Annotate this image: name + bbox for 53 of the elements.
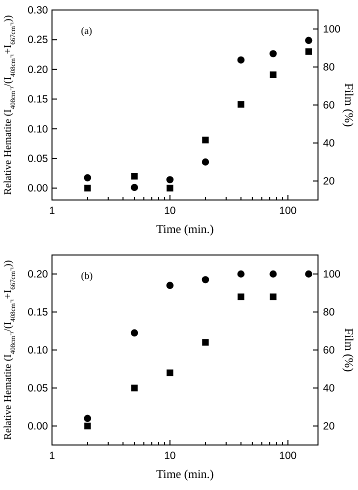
point — [166, 370, 174, 376]
y-tick-label: 0.00 — [28, 182, 48, 195]
y2-tick-label: 100 — [323, 268, 341, 280]
x-tick-label: 10 — [164, 205, 176, 217]
x-axis-title: Time (min.) — [156, 222, 214, 236]
point — [305, 48, 312, 55]
point — [305, 36, 312, 44]
y2-tick-label: 40 — [323, 138, 335, 150]
y-tick-label: 0.30 — [28, 4, 48, 16]
y-tick-label: 0.00 — [28, 420, 48, 432]
y-tick-label: 0.20 — [28, 268, 48, 280]
y-tick-label: 0.05 — [28, 152, 48, 165]
y-tick-label: 0.15 — [28, 94, 48, 106]
point — [270, 270, 277, 278]
y-tick-label: 0.25 — [28, 34, 48, 46]
y-tick-label: 0.15 — [28, 306, 48, 318]
point — [166, 184, 174, 192]
annotation: (a) — [81, 26, 92, 37]
y2-axis-title: Film (%) — [342, 83, 356, 127]
x-tick-label: 100 — [279, 450, 297, 462]
x-tick-label: 1 — [49, 205, 56, 217]
y2-axis-title: Film (%) — [342, 328, 356, 372]
y2-tick-label: 20 — [323, 176, 335, 188]
point — [130, 329, 138, 336]
y2-tick-label: 80 — [323, 62, 335, 74]
y2-tick-label: 40 — [323, 382, 335, 394]
y-tick-label: 0.05 — [28, 382, 48, 394]
point — [202, 158, 210, 166]
y2-tick-label: 20 — [323, 420, 335, 432]
point — [305, 270, 312, 278]
point — [238, 294, 244, 300]
y-tick-label: 0.10 — [28, 344, 48, 356]
y2-tick-label: 100 — [323, 24, 341, 36]
y2-tick-label: 60 — [323, 100, 335, 112]
point — [166, 176, 174, 184]
y-tick-label: 0.20 — [28, 64, 48, 76]
point — [130, 184, 138, 192]
point — [131, 172, 138, 180]
x-axis-title: Time (min.) — [156, 467, 214, 481]
y2-tick-label: 60 — [323, 344, 335, 356]
y2-tick-label: 80 — [323, 306, 335, 318]
point — [202, 339, 209, 346]
point — [202, 276, 210, 284]
x-tick-label: 1 — [49, 450, 56, 462]
point — [202, 136, 209, 144]
annotation: (b) — [81, 271, 93, 282]
point — [270, 50, 277, 58]
y-tick-label: 0.10 — [28, 123, 48, 136]
x-tick-label: 10 — [164, 450, 176, 462]
point — [166, 282, 174, 289]
x-tick-label: 100 — [279, 205, 297, 217]
point — [270, 71, 276, 78]
point — [131, 384, 138, 392]
